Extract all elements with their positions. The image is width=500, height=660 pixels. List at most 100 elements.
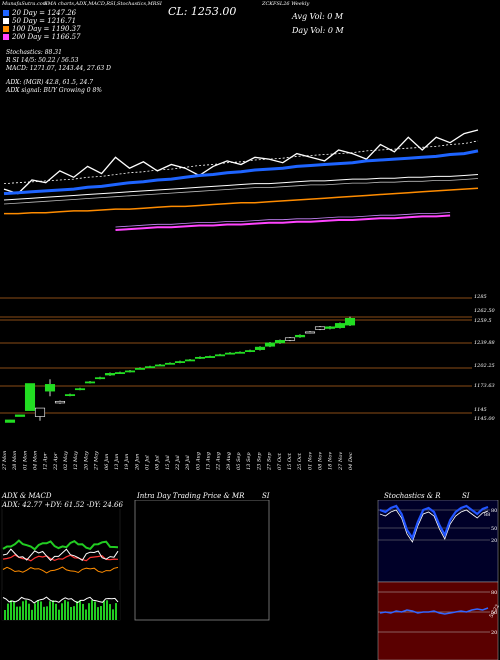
candle-body (164, 362, 176, 365)
macd-bar (58, 609, 60, 620)
candle-body (214, 354, 226, 357)
intraday-si: SI (262, 492, 270, 500)
x-tick-label: 04 Mon (33, 451, 39, 470)
series-line-50-day-lower (3, 178, 479, 205)
adx-panel-title: ADX & MACD (2, 492, 52, 500)
signal-dotted-line (3, 140, 479, 184)
macd-bar (115, 603, 117, 620)
x-tick-label: 08 Nov (317, 452, 323, 470)
candle-body (34, 407, 46, 417)
x-tick-label: 27 Sep (267, 452, 273, 471)
macd-bar (112, 609, 114, 620)
indicator-line (2, 539, 119, 551)
stochastics-stat: Stochastics: 88.31 (6, 49, 62, 56)
x-tick-label: 26 Jun (134, 454, 140, 471)
macd-stat: MACD: 1271.07, 1243.44, 27.63 D (6, 65, 111, 72)
series-line-200-day-upper (115, 212, 451, 228)
x-tick-label: 13 Jun (114, 454, 120, 470)
candle-body (54, 400, 66, 404)
legend-swatch (3, 26, 9, 32)
symbol-text: ZCKFSL26 Weekly (262, 1, 310, 7)
x-tick-label: 19 Jun (124, 454, 130, 470)
candle-body (64, 394, 76, 397)
x-tick-label: 29 Aug (226, 452, 232, 471)
stoch-level-label: 80 (491, 508, 497, 514)
macd-bar (73, 606, 75, 620)
x-tick-label: 01 Jul (144, 455, 150, 470)
price-label: 1285 (474, 294, 487, 300)
macd-bar (91, 600, 93, 620)
price-label: 1145.00 (474, 416, 495, 422)
rsi-panel-frame (377, 581, 499, 660)
macd-bar (22, 601, 24, 620)
site-name: MunafaSutra.com (2, 1, 48, 7)
x-tick-label: 15 Oct (287, 452, 293, 470)
macd-bar (85, 609, 87, 620)
series-line-50-day (3, 174, 479, 201)
x-tick-label: 27 Nov (338, 452, 344, 471)
macd-bar (76, 601, 78, 620)
macd-bar (43, 606, 45, 620)
x-tick-label: 22 Aug (216, 452, 222, 471)
macd-bar (19, 606, 21, 620)
macd-bar (52, 600, 54, 620)
x-tick-label: 23 Sep (256, 452, 262, 471)
candle-body (104, 373, 116, 376)
macd-bar (100, 606, 102, 620)
legend-item: 20 Day = 1247.26 (3, 9, 81, 17)
price-label: 1259.5 (474, 318, 492, 324)
stoch-panel-title: Stochastics & R (384, 492, 441, 500)
macd-bar (16, 606, 18, 620)
series-line-100-day (4, 187, 479, 215)
candle-body (184, 359, 196, 362)
rsi-level-label: 80 (491, 590, 497, 596)
price-label: 1262.50 (474, 308, 495, 314)
legend-swatch (3, 18, 9, 24)
x-tick-label: 12 Apr (43, 452, 49, 470)
legend-label: 20 Day = 1247.26 (12, 9, 77, 17)
x-tick-label: 18 Nov (328, 452, 334, 470)
x-tick-label: 06 Jun (104, 454, 110, 470)
avg-vol: Avg Vol: 0 M (292, 12, 344, 21)
legend-item: 100 Day = 1190.37 (3, 25, 81, 33)
candle-body (4, 419, 16, 423)
ma-legend: 20 Day = 1247.26 50 Day = 1216.71 100 Day … (3, 9, 81, 41)
x-tick-label: 27 May (94, 451, 100, 471)
macd-bar (94, 601, 96, 620)
x-tick-label: 08 Jul (155, 455, 161, 470)
candle-body (174, 361, 186, 364)
rsi-level-label: 20 (491, 630, 497, 636)
candle-body (344, 318, 356, 326)
x-tick-label: 22 Apr (53, 452, 59, 471)
candle-body (94, 377, 106, 380)
series-line-200-day (115, 214, 451, 231)
indicator-line (2, 596, 119, 604)
x-tick-label: 27 Mon (2, 451, 8, 471)
legend-swatch (3, 34, 9, 40)
macd-bar (31, 609, 33, 620)
candle-body (154, 364, 166, 367)
macd-bar (79, 600, 81, 620)
indicators-text: EMA charts,ADX,MACD,RSI,Stochastics,MRSI (44, 1, 162, 7)
x-tick-label: 28 Mon (12, 451, 18, 471)
macd-bar (55, 603, 57, 620)
macd-bar (34, 603, 36, 620)
candle-body (194, 356, 206, 359)
candle-body (224, 352, 236, 355)
x-tick-label: 22 Jul (175, 455, 181, 471)
x-tick-label: 13 Aug (206, 452, 212, 470)
x-tick-label: 05 Aug (195, 452, 201, 470)
x-tick-label: 02 May (63, 451, 69, 470)
legend-label: 100 Day = 1190.37 (12, 25, 81, 33)
candle-body (14, 414, 26, 417)
macd-bar (82, 603, 84, 620)
price-label: 1173.63 (474, 383, 495, 389)
candle-body (274, 340, 286, 344)
stoch-level-label: 50 (491, 526, 497, 532)
stoch-level-label: 20 (491, 538, 497, 544)
candle-body (244, 350, 256, 352)
candle-body (84, 381, 96, 384)
legend-label: 50 Day = 1216.71 (12, 17, 77, 25)
x-tick-label: 29 Jul (185, 455, 191, 471)
x-tick-label: 15 Jul (165, 455, 171, 470)
